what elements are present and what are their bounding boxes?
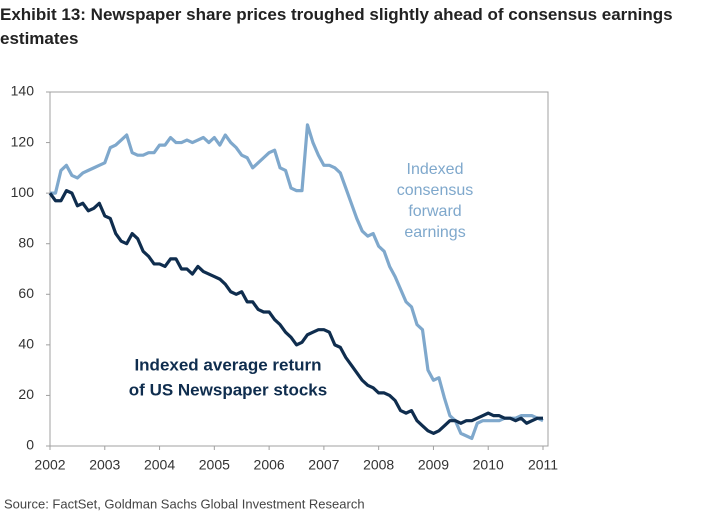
y-tick-label: 80 (18, 234, 34, 250)
annotation: consensus (397, 182, 474, 199)
x-tick-label: 2009 (418, 457, 449, 473)
chart-title: Exhibit 13: Newspaper share prices troug… (0, 5, 673, 48)
x-tick-label: 2010 (473, 457, 504, 473)
x-tick-label: 2007 (308, 457, 339, 473)
y-tick-label: 40 (18, 336, 34, 352)
y-tick-label: 0 (26, 437, 34, 453)
y-tick-label: 20 (18, 386, 34, 402)
plot-frame (49, 91, 549, 447)
x-tick-label: 2003 (89, 457, 120, 473)
x-tick-label: 2008 (363, 457, 394, 473)
x-tick-label: 2011 (528, 457, 558, 473)
annotation: Indexed average return (134, 355, 321, 374)
annotation: earnings (404, 224, 465, 241)
annotation: forward (408, 203, 461, 220)
series-line (48, 189, 543, 435)
y-tick-label: 140 (11, 83, 35, 99)
source: Source: FactSet, Goldman Sachs Global In… (4, 496, 365, 511)
annotation: Indexed (407, 161, 464, 178)
x-tick-label: 2006 (254, 457, 285, 473)
annotation: of US Newspaper stocks (129, 380, 327, 399)
series-line (50, 123, 544, 441)
y-tick-label: 120 (11, 133, 35, 149)
y-tick-label: 100 (11, 184, 35, 200)
y-tick-label: 60 (18, 285, 34, 301)
x-tick-label: 2005 (199, 457, 230, 473)
x-tick-label: 2004 (144, 457, 175, 473)
x-tick-label: 2002 (34, 457, 65, 473)
